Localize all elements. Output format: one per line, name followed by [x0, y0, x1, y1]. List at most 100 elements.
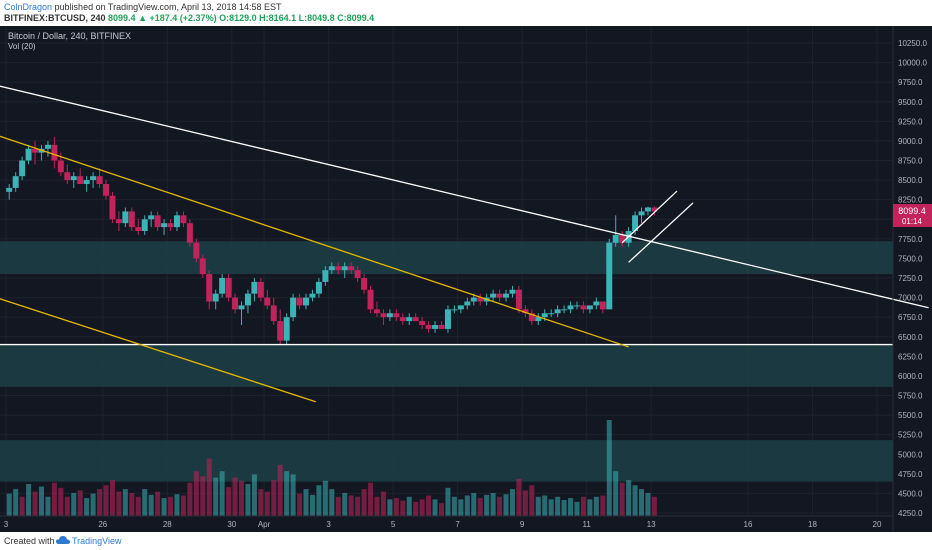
candle-body: [586, 305, 593, 310]
volume-bar: [509, 489, 515, 516]
volume-bar: [226, 487, 232, 516]
volume-bar: [161, 498, 167, 516]
candle-body: [161, 223, 168, 228]
price-tick-label: 5750.0: [898, 392, 923, 401]
price-tick-label: 10000.0: [898, 59, 927, 68]
volume-bar: [471, 492, 477, 516]
volume-bar: [51, 482, 57, 516]
volume-bar: [129, 492, 135, 516]
candle-body: [32, 148, 39, 153]
ohlc-values: O:8129.0 H:8164.1 L:8049.8 C:8099.4: [219, 13, 375, 23]
candle-body: [270, 305, 277, 322]
cloud-logo-icon: [56, 536, 70, 544]
candle-body: [367, 289, 374, 310]
price-tag-price: 8099.4: [898, 206, 926, 216]
candle-body: [232, 297, 239, 310]
candle-body: [541, 313, 548, 318]
candle-body: [264, 297, 271, 306]
author-link[interactable]: ColnDragon: [4, 2, 53, 12]
candle-body: [90, 176, 97, 181]
price-tick-label: 9750.0: [898, 78, 923, 87]
time-tick-label: 3: [4, 520, 9, 529]
candle-body: [580, 305, 587, 310]
volume-bar: [639, 489, 645, 516]
candle-body: [335, 266, 342, 271]
price-tick-label: 8750.0: [898, 157, 923, 166]
yellow-trendline: [0, 135, 629, 348]
candle-body: [77, 176, 84, 184]
volume-bar: [213, 477, 219, 516]
volume-bar: [206, 458, 212, 516]
candle-body: [328, 266, 335, 271]
price-chart[interactable]: 10250.0 10000.0 9750.0 9500.0 9250.0 9000.0 87…: [0, 26, 932, 532]
candle-body: [219, 278, 226, 294]
time-tick-label: 28: [163, 520, 172, 529]
candle-body: [348, 266, 355, 271]
volume-bar: [32, 491, 38, 516]
price-change: +187.4 (+2.37%): [149, 13, 217, 23]
candle-body: [309, 293, 316, 298]
volume-bar: [355, 496, 361, 516]
candle-body: [593, 301, 600, 306]
time-tick-label: 9: [520, 520, 525, 529]
chart-area[interactable]: 10250.0 10000.0 9750.0 9500.0 9250.0 9000.0 87…: [0, 26, 932, 532]
symbol-line: BITFINEX:BTCUSD, 240 8099.4 ▲ +187.4 (+2…: [4, 13, 374, 23]
candle-body: [186, 223, 193, 243]
volume-bar: [109, 480, 115, 516]
volume-bar: [548, 499, 554, 516]
volume-bar: [619, 482, 625, 516]
candle-body: [354, 270, 361, 278]
volume-bar: [632, 485, 638, 516]
volume-bar: [477, 498, 483, 516]
price-tick-label: 7750.0: [898, 235, 923, 244]
volume-bar: [451, 496, 457, 516]
volume-bar: [155, 491, 161, 516]
candle-body: [257, 281, 264, 298]
volume-bar: [271, 480, 277, 516]
candle-body: [548, 313, 555, 315]
volume-bar: [342, 492, 348, 516]
candle-body: [103, 184, 110, 196]
volume-bar: [316, 485, 322, 516]
time-tick-label: 5: [391, 520, 396, 529]
candle-body: [51, 144, 58, 161]
volume-bar: [529, 485, 535, 516]
candle-body: [612, 234, 619, 243]
candle-body: [173, 215, 180, 228]
candle-body: [109, 195, 116, 220]
support-zone: [0, 344, 893, 387]
candle-body: [503, 293, 510, 298]
price-tick-label: 6000.0: [898, 372, 923, 381]
price-tick-label: 6250.0: [898, 352, 923, 361]
volume-bar: [322, 480, 328, 516]
candle-body: [528, 313, 535, 322]
volume-bar: [135, 496, 141, 516]
candle-body: [251, 281, 258, 294]
volume-bar: [258, 489, 264, 516]
volume-bar: [38, 486, 44, 516]
volume-bar: [103, 485, 109, 516]
candle-body: [206, 274, 213, 302]
candle-body: [6, 187, 13, 192]
candle-body: [44, 144, 51, 149]
volume-bar: [193, 471, 199, 516]
volume-bar: [6, 493, 12, 516]
candle-body: [438, 325, 445, 329]
candle-body: [638, 211, 645, 216]
volume-bar: [535, 496, 541, 516]
volume-bar: [497, 496, 503, 516]
candle-body: [180, 215, 187, 224]
candle-body: [296, 297, 303, 306]
publish-header: ColnDragon published on TradingView.com,…: [0, 0, 932, 26]
tradingview-brand[interactable]: TradingView: [72, 536, 122, 546]
volume-bar: [522, 490, 528, 516]
price-tick-label: 5000.0: [898, 450, 923, 459]
candle-body: [64, 172, 71, 181]
candle-body: [444, 309, 451, 329]
volume-bar: [58, 487, 64, 516]
volume-bar: [580, 496, 586, 516]
volume-bar: [393, 498, 399, 516]
price-tick-label: 7500.0: [898, 254, 923, 263]
candle-body: [141, 219, 148, 231]
candle-body: [315, 281, 322, 294]
